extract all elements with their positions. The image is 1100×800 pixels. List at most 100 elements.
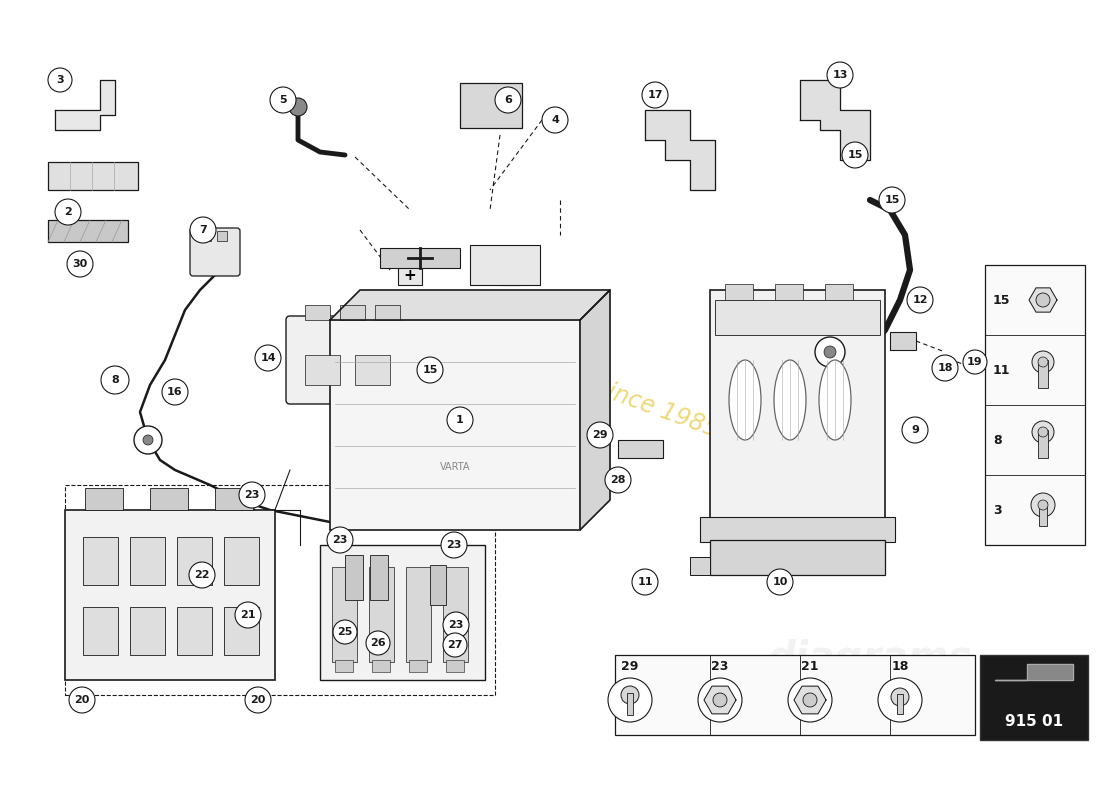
Bar xyxy=(443,567,468,662)
Polygon shape xyxy=(800,80,870,160)
Text: 14: 14 xyxy=(261,353,276,363)
Text: VARTA: VARTA xyxy=(440,462,471,472)
Text: 23: 23 xyxy=(712,661,728,674)
Text: 10: 10 xyxy=(772,577,788,587)
Circle shape xyxy=(824,346,836,358)
Circle shape xyxy=(698,678,742,722)
Circle shape xyxy=(879,187,905,213)
Circle shape xyxy=(239,482,265,508)
Circle shape xyxy=(542,107,568,133)
Text: 15: 15 xyxy=(884,195,900,205)
Bar xyxy=(305,305,330,320)
Bar xyxy=(345,555,363,600)
Circle shape xyxy=(908,287,933,313)
Bar xyxy=(825,284,852,300)
Bar xyxy=(500,269,520,285)
Text: 11: 11 xyxy=(993,363,1011,377)
Circle shape xyxy=(162,379,188,405)
Text: 11: 11 xyxy=(637,577,652,587)
Circle shape xyxy=(366,631,390,655)
Circle shape xyxy=(143,435,153,445)
Circle shape xyxy=(270,87,296,113)
Bar xyxy=(460,83,522,128)
Text: +: + xyxy=(404,267,417,282)
Circle shape xyxy=(447,407,473,433)
Bar xyxy=(776,284,803,300)
Bar xyxy=(370,555,388,600)
Polygon shape xyxy=(645,110,715,190)
Circle shape xyxy=(327,527,353,553)
Circle shape xyxy=(713,693,727,707)
Bar xyxy=(332,567,358,662)
Text: 13: 13 xyxy=(833,70,848,80)
Bar xyxy=(217,231,227,241)
Circle shape xyxy=(1038,357,1048,367)
Circle shape xyxy=(608,678,652,722)
Circle shape xyxy=(803,693,817,707)
Text: 25: 25 xyxy=(338,627,353,637)
Circle shape xyxy=(632,569,658,595)
Text: 1985: 1985 xyxy=(889,708,952,732)
FancyBboxPatch shape xyxy=(286,316,424,404)
Circle shape xyxy=(962,350,987,374)
Bar xyxy=(48,162,138,190)
Bar xyxy=(48,220,128,242)
Bar xyxy=(82,537,118,585)
Bar xyxy=(710,290,886,520)
Bar xyxy=(320,545,485,680)
Bar xyxy=(725,284,754,300)
Text: 21: 21 xyxy=(240,610,255,620)
Text: diagrams
  parts: diagrams parts xyxy=(768,639,972,721)
Polygon shape xyxy=(794,686,826,714)
Bar xyxy=(130,607,165,655)
Bar xyxy=(150,488,188,510)
Text: 16: 16 xyxy=(167,387,183,397)
Text: 15: 15 xyxy=(847,150,862,160)
Circle shape xyxy=(1038,427,1048,437)
Circle shape xyxy=(441,532,468,558)
Bar xyxy=(715,300,880,335)
FancyBboxPatch shape xyxy=(190,228,240,276)
Polygon shape xyxy=(704,686,736,714)
Polygon shape xyxy=(580,290,611,530)
Circle shape xyxy=(767,569,793,595)
Circle shape xyxy=(1032,421,1054,443)
Bar xyxy=(896,694,903,714)
Bar xyxy=(224,537,258,585)
Bar xyxy=(398,265,422,285)
Circle shape xyxy=(443,633,468,657)
Bar xyxy=(690,557,710,575)
Bar xyxy=(1040,502,1047,526)
Ellipse shape xyxy=(774,360,806,440)
Text: 5: 5 xyxy=(279,95,287,105)
Bar xyxy=(82,607,118,655)
Circle shape xyxy=(878,678,922,722)
Circle shape xyxy=(255,345,280,371)
Bar xyxy=(406,567,431,662)
Bar xyxy=(470,245,540,285)
Circle shape xyxy=(101,366,129,394)
Text: 9: 9 xyxy=(911,425,918,435)
Bar xyxy=(618,440,663,458)
Text: 28: 28 xyxy=(610,475,626,485)
Circle shape xyxy=(289,98,307,116)
Text: 20: 20 xyxy=(251,695,266,705)
Circle shape xyxy=(1031,493,1055,517)
Text: 3: 3 xyxy=(993,503,1002,517)
Bar xyxy=(627,693,632,715)
Bar xyxy=(330,320,580,530)
Circle shape xyxy=(190,217,216,243)
Text: 15: 15 xyxy=(993,294,1011,306)
Text: 22: 22 xyxy=(195,570,210,580)
Bar xyxy=(177,537,212,585)
Circle shape xyxy=(67,251,94,277)
Bar xyxy=(340,305,365,320)
Text: 2: 2 xyxy=(64,207,72,217)
Text: 19: 19 xyxy=(967,357,982,367)
Circle shape xyxy=(891,688,909,706)
Bar xyxy=(65,510,275,680)
Circle shape xyxy=(69,687,95,713)
Circle shape xyxy=(932,355,958,381)
Bar xyxy=(379,248,460,268)
Bar xyxy=(1038,430,1048,458)
